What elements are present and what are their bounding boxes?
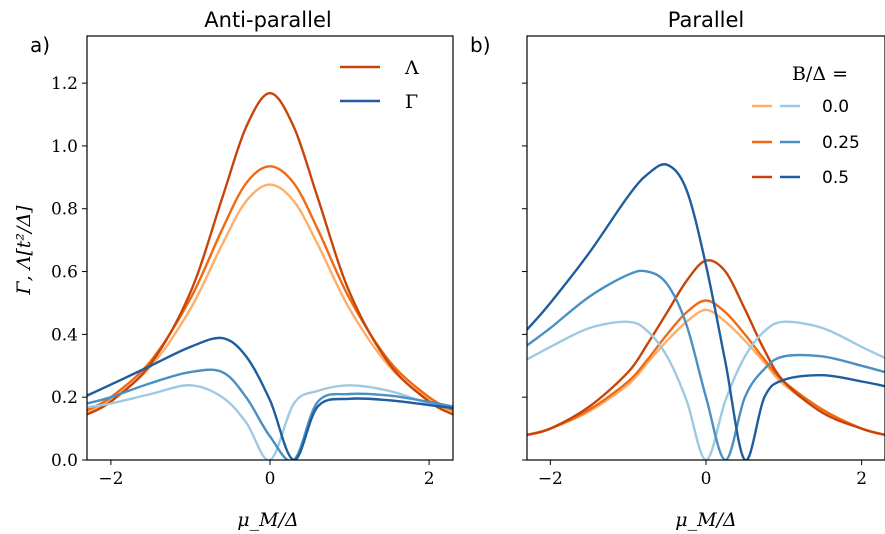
y-tick-label: 0.2 <box>51 388 78 408</box>
panel-b-legend: B/Δ = 0.0 0.25 0.5 <box>752 63 860 188</box>
legend-b05-label: 0.5 <box>822 168 849 188</box>
series-line-lambda-b00 <box>87 183 453 414</box>
series-line-lambda-b05 <box>87 92 453 416</box>
x-tick-label: 0 <box>265 469 276 489</box>
series-line-lambda-b025 <box>87 165 453 412</box>
series-line-lambda-b05 <box>527 259 885 437</box>
panel-b-xlabel: μ_M/Δ <box>675 509 736 531</box>
panel-a-legend: Λ Γ <box>340 57 419 113</box>
series-lines <box>87 92 453 460</box>
series-line-lambda-b025 <box>527 299 885 437</box>
panel-b-frame <box>526 35 885 461</box>
y-tick-label: 0.0 <box>51 451 78 471</box>
legend-lambda-label: Λ <box>404 57 419 79</box>
legend-b00-label: 0.0 <box>822 97 849 117</box>
panel-a-plot: −2 0 2 0.0 0.2 0.4 0.6 0.8 1.0 1.2 <box>51 74 453 489</box>
panel-b: Parallel b) μ_M/Δ −2 0 2 B/Δ = 0.0 0.25 0.… <box>470 8 885 531</box>
panel-b-title: Parallel <box>668 8 745 32</box>
legend-b-title: B/Δ = <box>792 63 848 85</box>
panel-a: Anti-parallel a) μ_M/Δ Γ, Λ[t²/Δ] −2 0 2 0.… <box>13 8 454 531</box>
series-line-gamma-b00 <box>527 320 885 460</box>
y-tick-label: 0.4 <box>51 325 78 345</box>
y-tick-label: 1.2 <box>51 74 78 94</box>
panel-a-title: Anti-parallel <box>204 8 331 32</box>
series-line-gamma-b025 <box>527 269 885 460</box>
y-tick-label: 0.6 <box>51 263 78 283</box>
y-tick-label: 0.8 <box>51 200 78 220</box>
x-tick-label: 2 <box>424 469 435 489</box>
legend-b025-label: 0.25 <box>822 133 860 153</box>
series-line-gamma-b05 <box>527 163 885 460</box>
panel-a-frame <box>86 35 454 461</box>
x-tick-label: 0 <box>701 469 712 489</box>
series-line-gamma-b025 <box>87 368 453 460</box>
panel-b-plot: −2 0 2 <box>522 82 885 489</box>
series-line-gamma-b05 <box>87 336 453 460</box>
panel-a-ylabel: Γ, Λ[t²/Δ] <box>13 205 35 296</box>
panel-a-xlabel: μ_M/Δ <box>237 509 298 531</box>
series-lines <box>527 163 885 460</box>
panel-b-tag: b) <box>470 33 491 57</box>
y-tick-label: 1.0 <box>51 137 78 157</box>
x-tick-label: −2 <box>538 469 563 489</box>
x-tick-label: 2 <box>856 469 867 489</box>
legend-gamma-label: Γ <box>405 91 418 113</box>
x-tick-label: −2 <box>98 469 123 489</box>
panel-a-tag: a) <box>30 33 50 57</box>
